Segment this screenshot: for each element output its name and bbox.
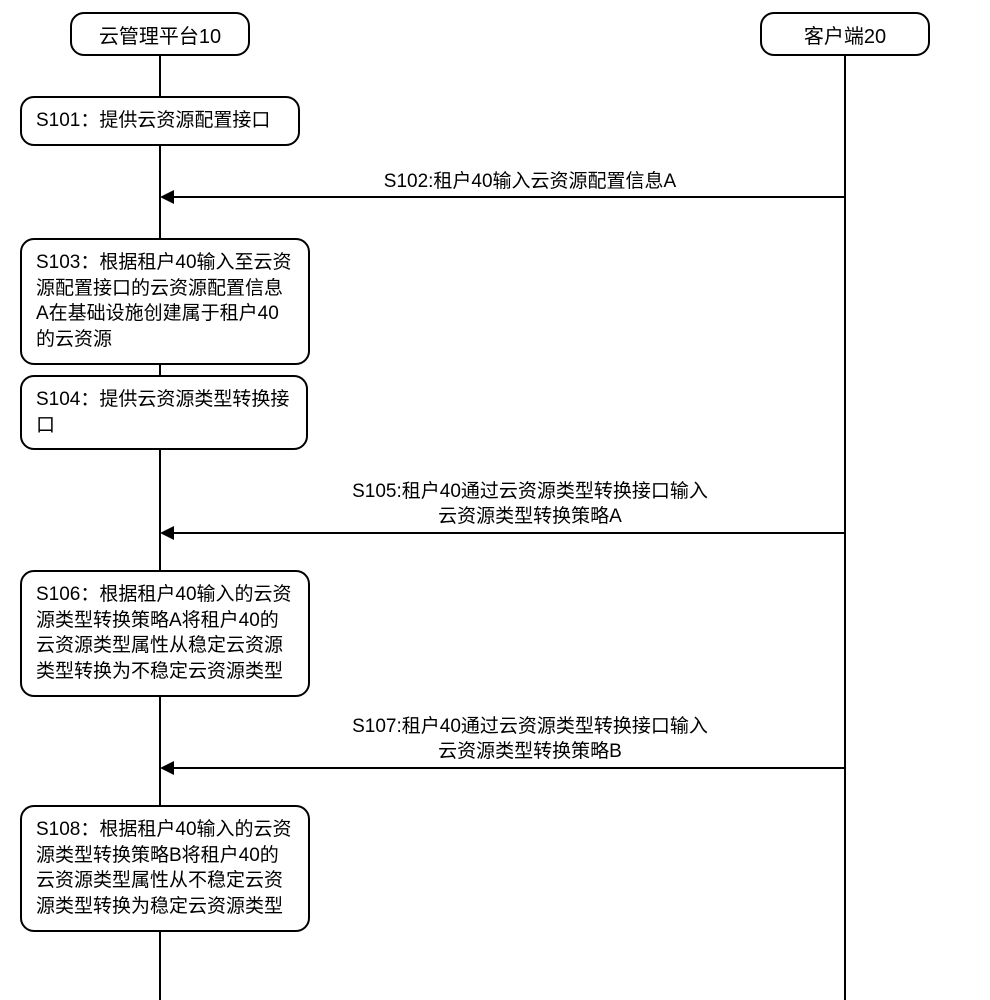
- step-label: S104：提供云资源类型转换接口: [36, 389, 289, 436]
- step-label: S108：根据租户40输入的云资源类型转换策略B将租户40的云资源类型属性从不稳…: [36, 819, 292, 917]
- participant-label: 客户端20: [804, 20, 886, 49]
- step-s103: S103：根据租户40输入至云资源配置接口的云资源配置信息A在基础设施创建属于租…: [20, 238, 310, 365]
- arrow-left-icon: [160, 190, 174, 204]
- participant-label: 云管理平台10: [99, 20, 221, 49]
- step-s101: S101：提供云资源配置接口: [20, 96, 300, 146]
- message-text-line2: 云资源类型转换策略B: [438, 741, 622, 762]
- step-label: S106：根据租户40输入的云资源类型转换策略A将租户40的云资源类型属性从稳定…: [36, 584, 292, 682]
- message-line-s105: [174, 532, 845, 534]
- message-line-s102: [174, 196, 845, 198]
- message-text: S102:租户40输入云资源配置信息A: [384, 171, 676, 192]
- participant-cloud-platform: 云管理平台10: [70, 12, 250, 56]
- arrow-left-icon: [160, 761, 174, 775]
- participant-client: 客户端20: [760, 12, 930, 56]
- message-line-s107: [174, 767, 845, 769]
- message-label-s107: S107:租户40通过云资源类型转换接口输入 云资源类型转换策略B: [320, 715, 740, 764]
- arrow-left-icon: [160, 526, 174, 540]
- step-s106: S106：根据租户40输入的云资源类型转换策略A将租户40的云资源类型属性从稳定…: [20, 570, 310, 697]
- step-s108: S108：根据租户40输入的云资源类型转换策略B将租户40的云资源类型属性从不稳…: [20, 805, 310, 932]
- message-text-line2: 云资源类型转换策略A: [438, 506, 622, 527]
- step-label: S103：根据租户40输入至云资源配置接口的云资源配置信息A在基础设施创建属于租…: [36, 252, 292, 350]
- message-text-line1: S105:租户40通过云资源类型转换接口输入: [352, 481, 708, 502]
- step-s104: S104：提供云资源类型转换接口: [20, 375, 308, 450]
- message-text-line1: S107:租户40通过云资源类型转换接口输入: [352, 716, 708, 737]
- sequence-diagram: 云管理平台10 客户端20 S101：提供云资源配置接口 S103：根据租户40…: [0, 0, 990, 1000]
- step-label: S101：提供云资源配置接口: [36, 110, 270, 131]
- message-label-s102: S102:租户40输入云资源配置信息A: [340, 170, 720, 195]
- message-label-s105: S105:租户40通过云资源类型转换接口输入 云资源类型转换策略A: [320, 480, 740, 529]
